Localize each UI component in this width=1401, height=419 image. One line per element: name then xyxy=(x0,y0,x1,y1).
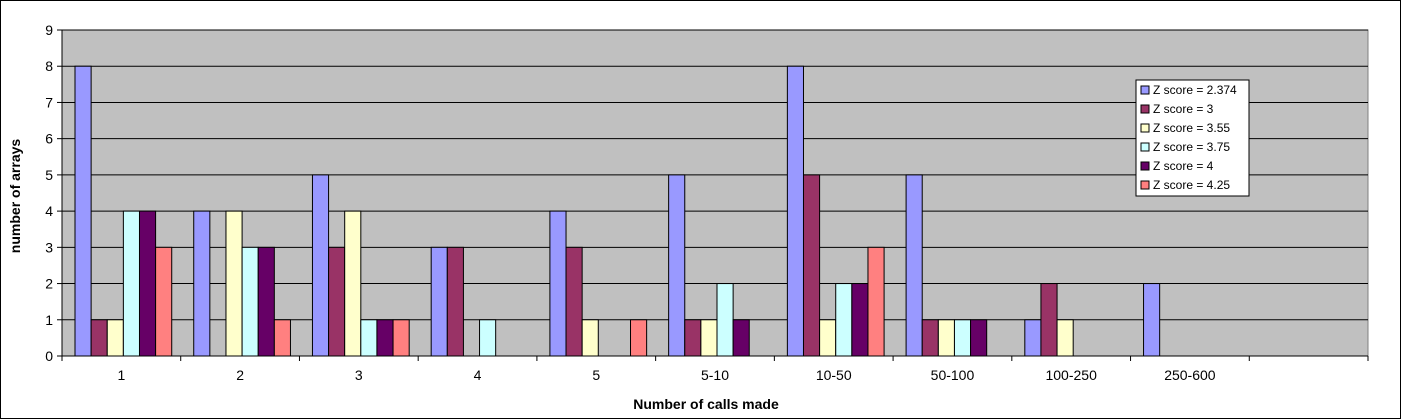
bar xyxy=(970,319,988,357)
bar xyxy=(392,319,410,357)
bar xyxy=(1056,319,1074,357)
legend-label: Z score = 3.55 xyxy=(1153,121,1230,135)
y-tick-label: 7 xyxy=(45,94,53,110)
axes xyxy=(57,29,1369,361)
bar xyxy=(700,319,718,357)
bar xyxy=(193,210,211,357)
bar xyxy=(786,65,804,357)
legend-swatch xyxy=(1140,104,1150,114)
bar xyxy=(446,246,464,357)
bar xyxy=(376,319,394,357)
x-tick-label: 4 xyxy=(474,367,482,383)
y-tick-label: 9 xyxy=(45,22,53,38)
legend-label: Z score = 3.75 xyxy=(1153,140,1230,154)
legend-swatch xyxy=(1140,180,1150,190)
legend-label: Z score = 4.25 xyxy=(1153,178,1230,192)
bar xyxy=(311,174,330,357)
bar xyxy=(273,319,291,357)
bar xyxy=(1040,283,1058,357)
bar xyxy=(684,319,702,357)
legend-label: Z score = 3 xyxy=(1153,102,1214,116)
bar xyxy=(819,319,837,357)
bar xyxy=(716,283,734,357)
y-axis-title: number of arrays xyxy=(7,139,23,254)
y-tick-label: 3 xyxy=(45,239,53,255)
legend-label: Z score = 2.374 xyxy=(1153,83,1237,97)
bar xyxy=(1143,283,1161,357)
bar xyxy=(630,319,648,357)
bar xyxy=(732,319,750,357)
y-tick-labels: 0 1 2 3 4 5 6 7 8 9 xyxy=(45,22,53,364)
bar xyxy=(565,246,583,357)
x-tick-label: 3 xyxy=(355,367,363,383)
bar xyxy=(479,319,497,357)
bar xyxy=(344,210,362,357)
bar xyxy=(921,319,939,357)
y-tick-label: 4 xyxy=(45,203,53,219)
bar xyxy=(668,174,686,357)
bar xyxy=(138,210,157,357)
y-tick-label: 8 xyxy=(45,58,53,74)
legend-swatch xyxy=(1140,123,1150,133)
x-tick-label: 250-600 xyxy=(1164,367,1216,383)
bars xyxy=(74,65,1161,357)
legend-box xyxy=(1135,79,1250,197)
bar xyxy=(937,319,955,357)
x-tick-label: 5-10 xyxy=(701,367,729,383)
y-tick-label: 5 xyxy=(45,167,53,183)
y-tick-label: 1 xyxy=(45,312,53,328)
bar xyxy=(581,319,599,357)
bar xyxy=(328,246,346,357)
x-tick-label: 10-50 xyxy=(816,367,852,383)
bar xyxy=(90,319,108,357)
bar xyxy=(257,246,275,357)
x-tick-label: 1 xyxy=(117,367,125,383)
bar xyxy=(851,283,869,357)
bar xyxy=(549,210,567,357)
legend-swatch xyxy=(1140,85,1150,95)
x-tick-label: 50-100 xyxy=(931,367,975,383)
x-tick-label: 2 xyxy=(236,367,244,383)
bar xyxy=(106,319,124,357)
bar xyxy=(835,283,853,357)
bar xyxy=(802,174,821,357)
y-tick-label: 6 xyxy=(45,131,53,147)
bar xyxy=(241,246,259,357)
bar xyxy=(867,246,885,357)
bar xyxy=(953,319,972,357)
bar xyxy=(360,319,378,357)
y-tick-label: 0 xyxy=(45,348,53,364)
bar xyxy=(155,246,173,357)
bar xyxy=(905,174,923,357)
bar xyxy=(430,246,448,357)
bar xyxy=(74,65,92,357)
x-axis-title: Number of calls made xyxy=(633,396,779,412)
x-tick-label: 5 xyxy=(592,367,600,383)
bar xyxy=(225,210,243,357)
bar xyxy=(122,210,140,357)
legend-label: Z score = 4 xyxy=(1153,159,1214,173)
legend-swatch xyxy=(1140,161,1150,171)
x-tick-labels: 1 2 3 4 5 5-10 10-50 50-100 100-250 250-600 xyxy=(117,367,1215,383)
y-tick-label: 2 xyxy=(45,276,53,292)
x-tick-label: 100-250 xyxy=(1045,367,1097,383)
bar xyxy=(1024,319,1042,357)
legend-swatch xyxy=(1140,142,1150,152)
legend: Z score = 2.374 Z score = 3 Z score = 3.55… xyxy=(1135,79,1250,197)
